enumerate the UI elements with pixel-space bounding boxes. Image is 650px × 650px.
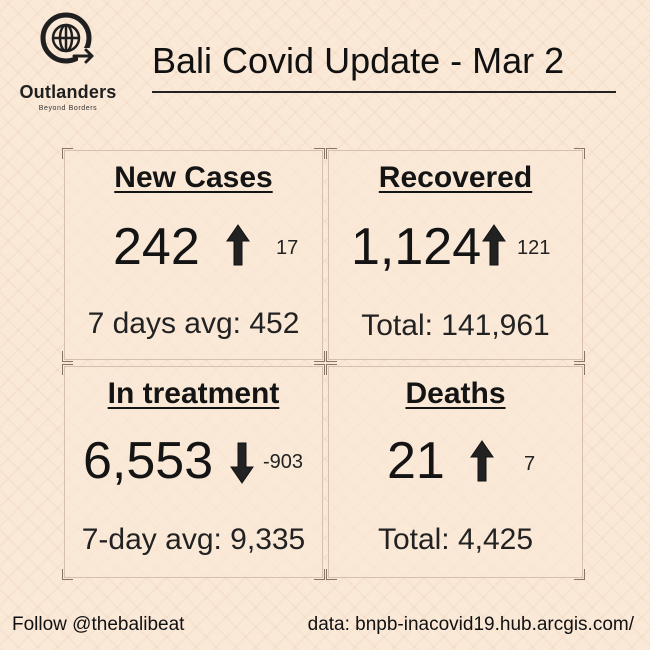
in-treatment-title: In treatment <box>107 377 280 410</box>
deaths-total: Total: 4,425 <box>377 523 534 556</box>
recovered-card: Recovered 1,124 121 Total: 141,961 <box>326 148 585 362</box>
page-title: Bali Covid Update - Mar 2 <box>152 40 565 81</box>
new-cases-delta: 17 <box>276 237 299 259</box>
logo-brand-name: Outlanders <box>19 82 117 102</box>
in-treatment-average: 7-day avg: 9,335 <box>81 523 306 556</box>
recovered-value: 1,124 <box>351 218 482 276</box>
logo-tagline: Beyond Borders <box>38 105 98 112</box>
deaths-value: 21 <box>387 432 445 490</box>
outlanders-logo: Outlanders Beyond Borders <box>12 12 124 112</box>
in-treatment-value: 6,553 <box>83 432 214 490</box>
deaths-delta: 7 <box>524 453 536 475</box>
arrow-up-icon <box>470 440 494 482</box>
recovered-total: Total: 141,961 <box>361 309 550 342</box>
data-source: data: bnpb-inacovid19.hub.arcgis.com/ <box>307 614 634 635</box>
deaths-title: Deaths <box>405 377 506 410</box>
new-cases-title: New Cases <box>114 161 273 194</box>
new-cases-card: New Cases 242 17 7 days avg: 452 <box>62 148 325 362</box>
title-underline <box>152 91 616 93</box>
in-treatment-delta: -903 <box>263 451 304 473</box>
in-treatment-card: In treatment 6,553 -903 7-day avg: 9,335 <box>62 364 325 580</box>
arrow-down-icon <box>230 442 254 484</box>
follow-handle: Follow @thebalibeat <box>12 614 185 635</box>
arrow-up-icon <box>226 224 250 266</box>
recovered-title: Recovered <box>378 161 533 194</box>
deaths-card: Deaths 21 7 Total: 4,425 <box>326 364 585 580</box>
recovered-delta: 121 <box>517 237 551 259</box>
new-cases-value: 242 <box>113 218 200 276</box>
globe-icon <box>40 12 94 64</box>
new-cases-average: 7 days avg: 452 <box>87 307 300 340</box>
arrow-up-icon <box>482 224 506 266</box>
